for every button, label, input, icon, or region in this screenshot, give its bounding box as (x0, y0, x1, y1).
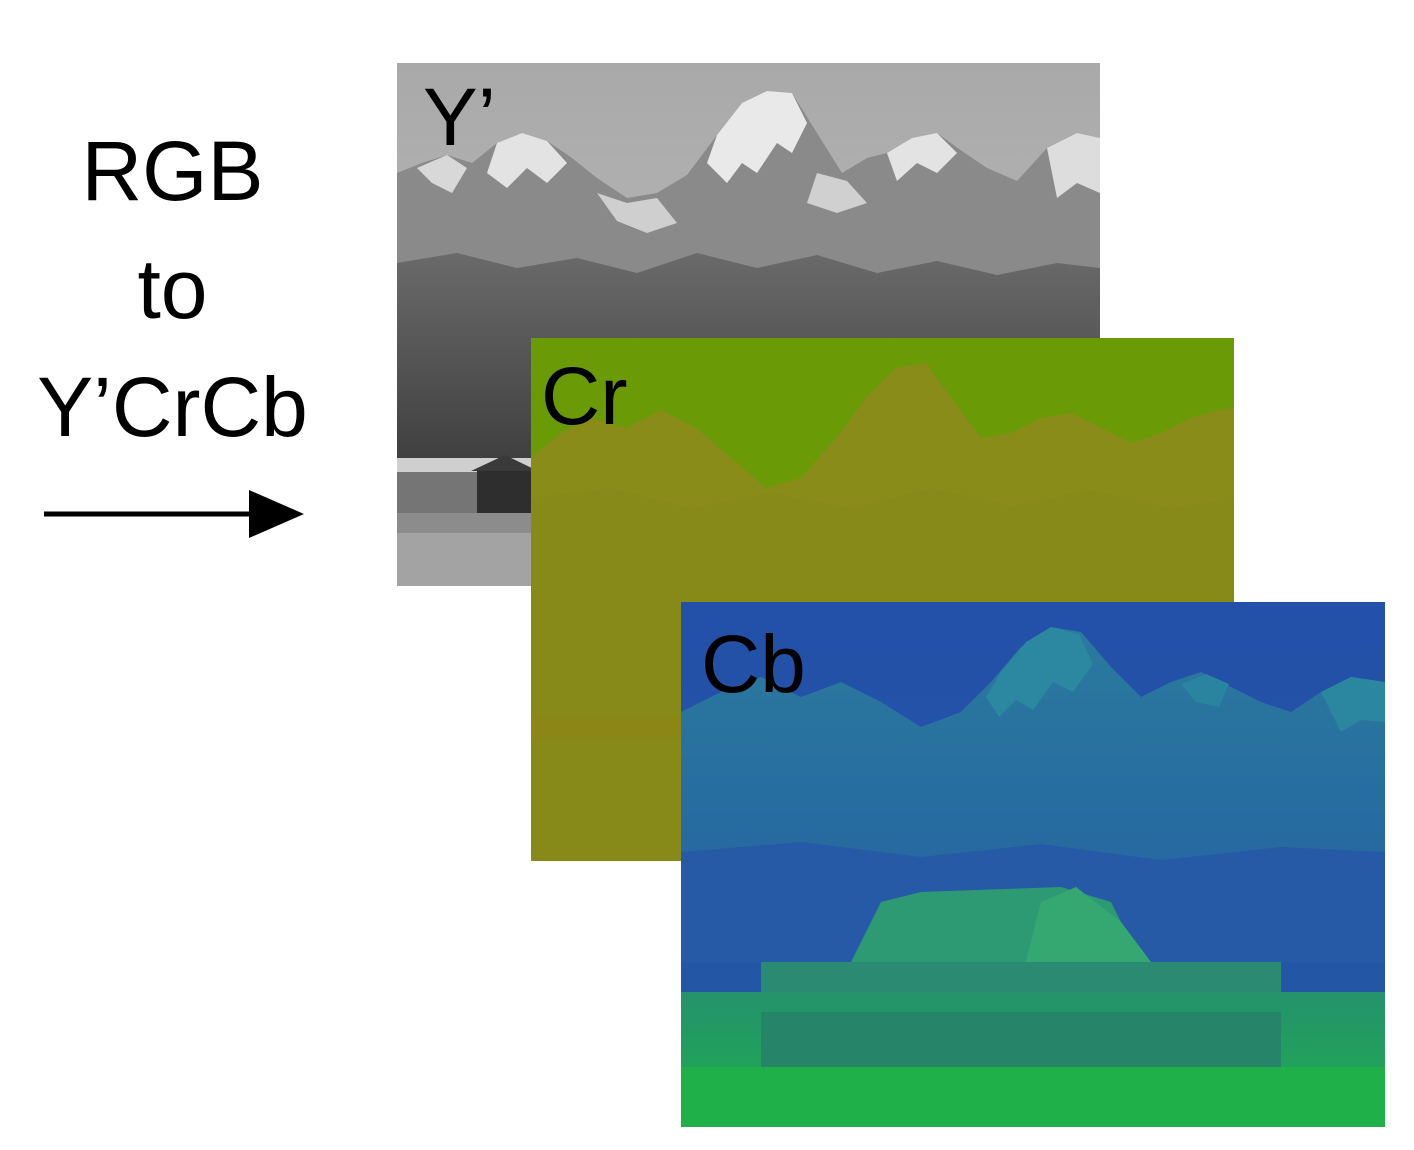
cr-label: Cr (541, 351, 628, 442)
caption-line-rgb: RGB (81, 124, 264, 218)
cb-label: Cb (701, 619, 806, 710)
caption-line-to: to (137, 242, 208, 336)
right-arrow-icon (44, 490, 304, 538)
luma-label: Y’ (423, 72, 496, 163)
cb-channel-image: Cb (681, 602, 1385, 1127)
caption-line-ycrcb: Y’CrCb (37, 360, 308, 454)
conversion-caption: RGB to Y’CrCb (0, 112, 345, 466)
cb-landscape (681, 602, 1385, 1127)
